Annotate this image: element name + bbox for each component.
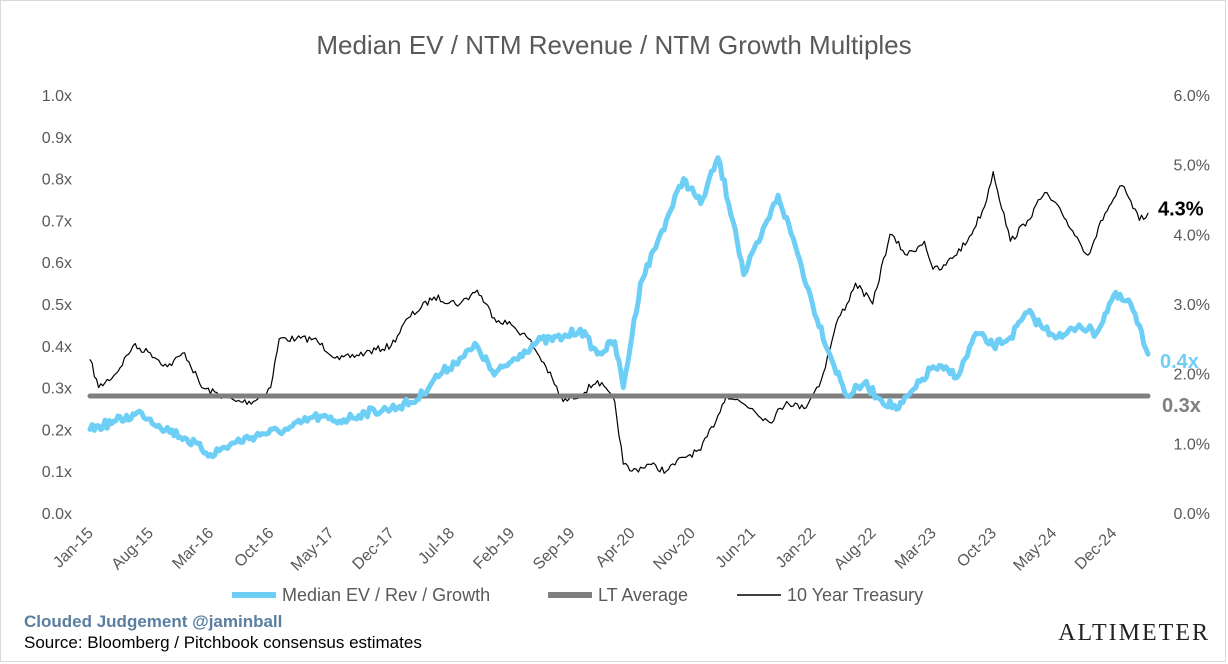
x-tick-label: Jan-22 — [773, 525, 820, 572]
x-tick-label: Aug-15 — [109, 525, 158, 574]
y-right-tick-label: 4.0% — [1174, 227, 1210, 244]
x-tick-label: Sep-19 — [530, 525, 579, 574]
legend-label-median: Median EV / Rev / Growth — [282, 585, 490, 605]
end-label-treasury: 4.3% — [1158, 198, 1204, 220]
y-axis-left: 0.0x 0.1x 0.2x 0.3x 0.4x 0.5x 0.6x 0.7x 0.8x 0.9x… — [42, 88, 72, 523]
series-line-median — [87, 155, 1151, 460]
y-left-tick-label: 1.0x — [42, 88, 72, 105]
x-tick-label: Dec-24 — [1072, 525, 1121, 574]
y-left-tick-label: 0.1x — [42, 464, 72, 481]
footer-source: Source: Bloomberg / Pitchbook consensus … — [24, 633, 422, 652]
y-right-tick-label: 0.0% — [1174, 506, 1210, 523]
x-tick-label: Mar-23 — [892, 525, 940, 573]
y-left-tick-label: 0.7x — [42, 213, 72, 230]
series-layer — [87, 155, 1151, 474]
x-tick-label: May-24 — [1010, 525, 1060, 575]
altimeter-logo: ALTIMETER — [1058, 620, 1210, 646]
y-right-tick-label: 6.0% — [1174, 88, 1210, 105]
x-tick-label: Jul-18 — [415, 525, 458, 568]
y-right-tick-label: 5.0% — [1174, 158, 1210, 175]
x-tick-label: Jan-15 — [50, 525, 97, 572]
y-left-tick-label: 0.5x — [42, 297, 72, 314]
series-line-treasury — [89, 171, 1149, 474]
y-right-tick-label: 1.0% — [1174, 436, 1210, 453]
legend: Median EV / Rev / Growth LT Average 10 Y… — [232, 585, 923, 605]
end-labels: 4.3% 0.4x 0.3x — [1158, 198, 1204, 417]
y-right-tick-label: 2.0% — [1174, 367, 1210, 384]
chart-title: Median EV / NTM Revenue / NTM Growth Mul… — [316, 30, 911, 60]
x-tick-label: Aug-22 — [831, 525, 880, 574]
y-right-tick-label: 3.0% — [1174, 297, 1210, 314]
y-left-tick-label: 0.2x — [42, 422, 72, 439]
y-left-tick-label: 0.8x — [42, 172, 72, 189]
x-tick-label: Feb-19 — [470, 525, 518, 573]
legend-label-treasury: 10 Year Treasury — [787, 585, 923, 605]
legend-label-average: LT Average — [598, 585, 688, 605]
x-tick-label: Mar-16 — [169, 525, 217, 573]
x-tick-label: Oct-23 — [954, 525, 1000, 571]
y-left-tick-label: 0.9x — [42, 130, 72, 147]
y-left-tick-label: 0.0x — [42, 506, 72, 523]
x-tick-label: May-17 — [288, 525, 338, 575]
y-left-tick-label: 0.4x — [42, 339, 72, 356]
end-label-average: 0.3x — [1162, 395, 1201, 417]
end-label-median: 0.4x — [1160, 351, 1199, 373]
y-left-tick-label: 0.6x — [42, 255, 72, 272]
x-tick-label: Apr-20 — [593, 525, 639, 571]
x-axis: Jan-15 Aug-15 Mar-16 Oct-16 May-17 Dec-17 Jul-… — [50, 525, 1120, 575]
x-tick-label: Dec-17 — [349, 525, 398, 574]
x-tick-label: Jun-21 — [713, 525, 760, 572]
x-tick-label: Oct-16 — [231, 525, 277, 571]
y-left-tick-label: 0.3x — [42, 381, 72, 398]
y-axis-right: 0.0% 1.0% 2.0% 3.0% 4.0% 5.0% 6.0% — [1174, 88, 1210, 523]
x-tick-label: Nov-20 — [650, 525, 699, 574]
footer-brand: Clouded Judgement @jaminball — [24, 612, 283, 631]
